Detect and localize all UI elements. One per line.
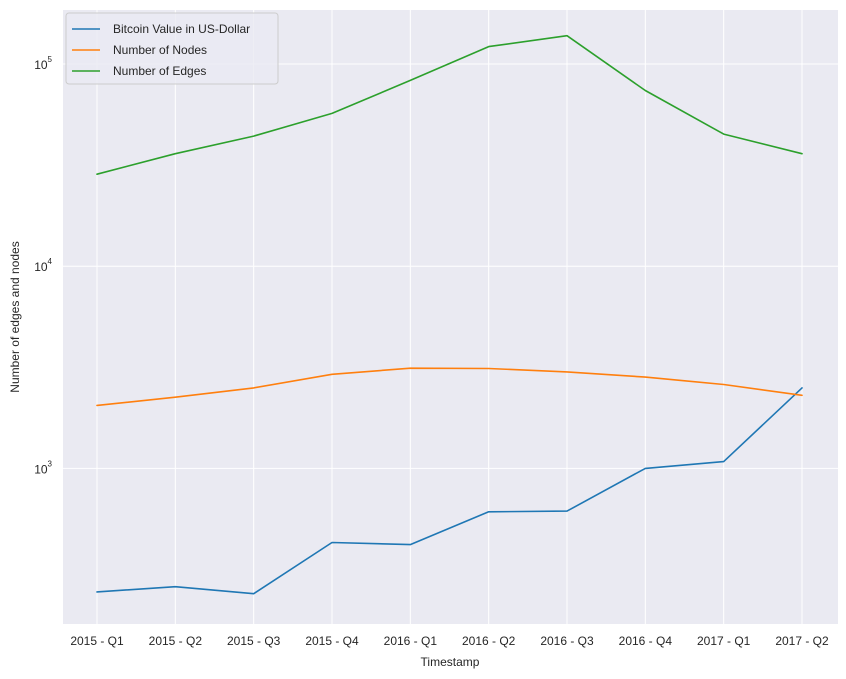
x-tick-label: 2017 - Q1 [697,634,751,648]
y-tick-labels: 103 104 105 [34,55,52,476]
legend-box [65,12,279,85]
x-tick-label: 2015 - Q1 [70,634,124,648]
y-tick-label: 103 [34,459,52,476]
x-tick-label: 2017 - Q2 [775,634,829,648]
x-axis-label: Timestamp [421,655,480,669]
y-axis-label: Number of edges and nodes [8,241,22,392]
legend-label: Number of Edges [113,64,206,78]
x-tick-labels: 2015 - Q1 2015 - Q2 2015 - Q3 2015 - Q4 2016… [70,634,829,648]
series-lines [96,34,803,595]
x-tick-label: 2015 - Q4 [305,634,359,648]
x-tick-label: 2015 - Q3 [227,634,281,648]
plot-background [63,10,838,624]
x-tick-label: 2016 - Q4 [619,634,673,648]
series-line [96,367,803,407]
grid-lines [63,10,838,624]
legend: Bitcoin Value in US-Dollar Number of Node… [65,12,279,85]
legend-label: Bitcoin Value in US-Dollar [113,22,250,36]
x-tick-label: 2016 - Q2 [462,634,516,648]
x-tick-label: 2015 - Q2 [149,634,203,648]
y-tick-label: 105 [34,55,52,72]
x-tick-label: 2016 - Q1 [384,634,438,648]
series-line [96,387,803,595]
y-tick-label: 104 [34,257,52,274]
legend-label: Number of Nodes [113,43,207,57]
series-line [96,34,803,175]
x-tick-label: 2016 - Q3 [540,634,594,648]
